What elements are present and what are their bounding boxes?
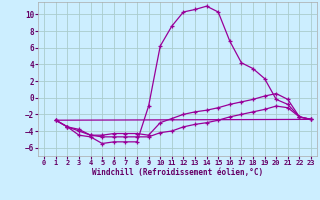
X-axis label: Windchill (Refroidissement éolien,°C): Windchill (Refroidissement éolien,°C) — [92, 168, 263, 177]
